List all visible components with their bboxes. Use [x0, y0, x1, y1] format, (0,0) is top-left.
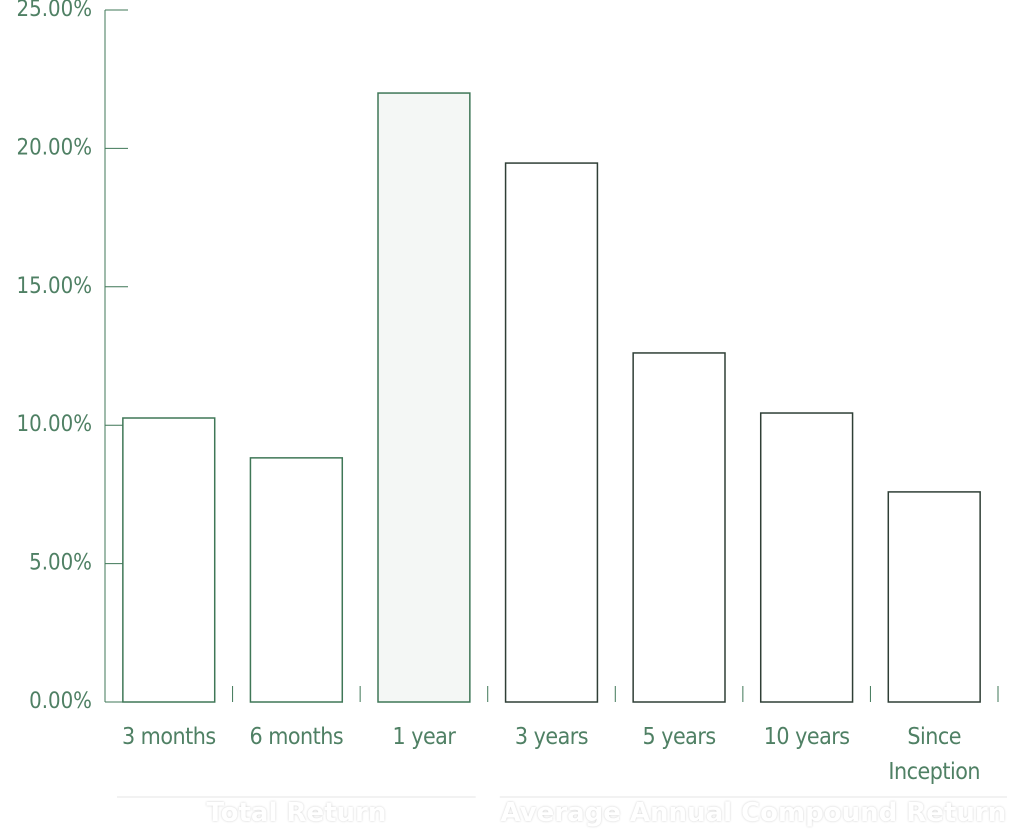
x-tick-label: 3 months	[121, 724, 216, 750]
y-tick-label: 0.00%	[29, 689, 92, 714]
x-tick-label: Since Inception	[888, 724, 980, 785]
x-tick-label: 3 years	[514, 724, 589, 750]
bar	[632, 352, 726, 703]
y-tick-label: 20.00%	[17, 135, 92, 160]
y-tick-label: 10.00%	[17, 412, 92, 437]
x-tick-label: 5 years	[642, 724, 716, 750]
bar	[249, 457, 344, 703]
bar	[504, 162, 599, 703]
x-tick-label: 1 year	[392, 724, 456, 750]
bar	[122, 417, 216, 703]
bar	[377, 92, 471, 703]
bar	[759, 412, 854, 703]
y-tick-label: 25.00%	[17, 0, 92, 22]
y-tick-label: 15.00%	[17, 274, 92, 299]
y-tick-label: 5.00%	[29, 551, 92, 576]
x-tick-label: 6 months	[249, 724, 344, 750]
x-tick-label: 10 years	[763, 724, 850, 750]
group-label: Total Return	[206, 798, 387, 828]
bar	[887, 491, 981, 703]
group-label: Average Annual Compound Return	[500, 798, 1007, 828]
